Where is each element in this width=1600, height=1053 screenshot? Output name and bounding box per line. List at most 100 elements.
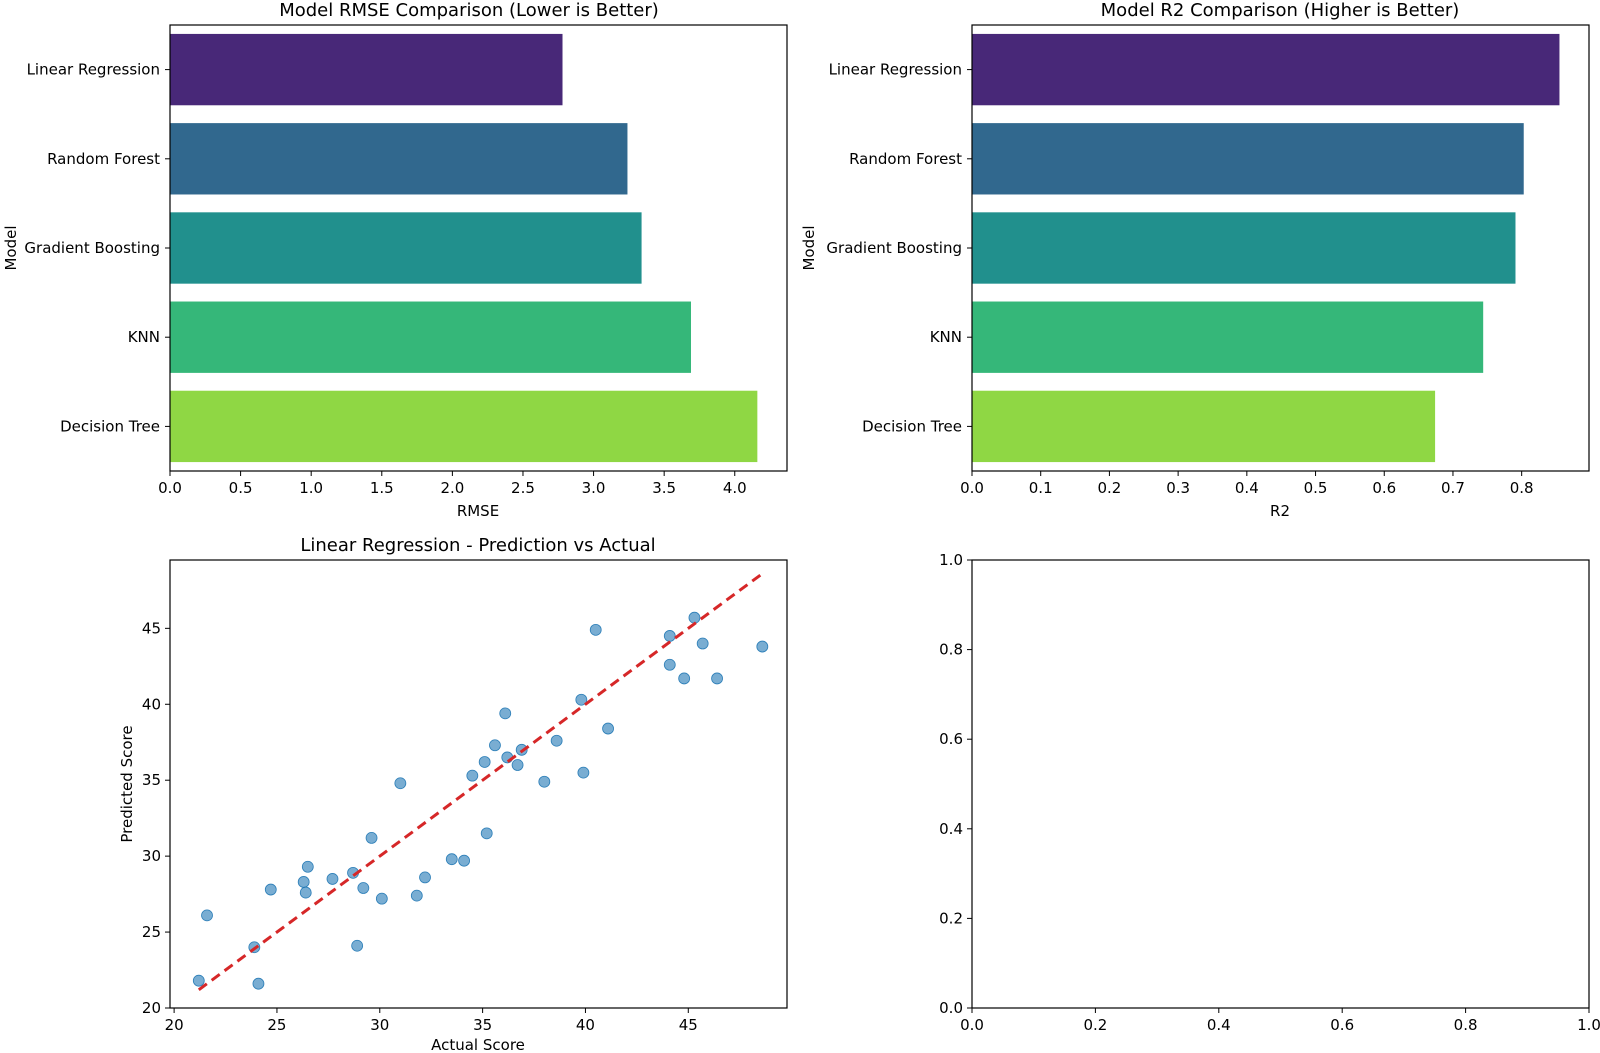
empty-chart: 0.0 0.2 0.4 0.6 0.8 1.0 0.0 0.2 0.4 0.6 0.8 1.0 <box>939 551 1600 1034</box>
p1-ytick-label: Decision Tree <box>60 417 160 435</box>
rmse-chart-frame <box>169 24 788 472</box>
scatter-point <box>264 883 277 896</box>
scatter-point <box>480 827 493 840</box>
p1-xtick-label: 0.5 <box>229 479 253 497</box>
r2-y-axis-label: Model <box>800 225 818 270</box>
p1-xtick-label: 1.5 <box>370 479 394 497</box>
rmse-chart-title: Model RMSE Comparison (Lower is Better) <box>279 0 659 21</box>
scatter-point <box>550 734 563 747</box>
p3-ytick-label: 25 <box>142 923 161 941</box>
scatter-point <box>499 707 512 720</box>
r2-chart-title: Model R2 Comparison (Higher is Better) <box>1101 0 1460 21</box>
p3-xtick-label: 30 <box>370 1016 389 1034</box>
p4-ytick-label: 1.0 <box>939 551 963 569</box>
p3-xtick-label: 35 <box>473 1016 492 1034</box>
p2-xtick-label: 0.0 <box>960 479 984 497</box>
scatter-point <box>466 769 479 782</box>
scatter-point <box>663 630 676 642</box>
scatter-point <box>756 640 769 653</box>
p4-xtick-label: 0.0 <box>960 1016 984 1034</box>
p2-bar-decision-tree <box>972 390 1436 463</box>
p3-ytick-label: 20 <box>142 999 161 1017</box>
p2-ytick-label: Random Forest <box>849 150 962 168</box>
p1-xtick-label: 2.5 <box>511 479 535 497</box>
p3-xtick-label: 45 <box>679 1016 698 1034</box>
scatter-point <box>301 860 314 873</box>
p1-xtick-label: 3.5 <box>652 479 676 497</box>
p3-ytick-label: 45 <box>142 619 161 637</box>
p4-xtick-label: 0.8 <box>1454 1016 1478 1034</box>
p1-bar-random-forest <box>170 123 628 195</box>
p1-bar-knn <box>170 301 691 373</box>
p1-xtick-label: 0.0 <box>158 479 182 497</box>
p2-ytick-label: Gradient Boosting <box>826 239 962 257</box>
reference-line <box>197 572 764 991</box>
p4-xtick-label: 0.6 <box>1330 1016 1354 1034</box>
p1-bar-gradient-boosting <box>170 212 642 284</box>
scatter-point <box>326 873 339 885</box>
p2-xtick-label: 0.6 <box>1372 479 1396 497</box>
scatter-point <box>663 658 676 671</box>
scatter-point <box>577 766 590 779</box>
scatter-y-axis-label: Predicted Score <box>118 725 136 842</box>
scatter-point <box>357 882 370 894</box>
scatter-point <box>696 637 709 650</box>
p2-bar-gradient-boosting <box>972 212 1516 284</box>
scatter-point <box>192 974 205 987</box>
scatter-point <box>511 759 524 771</box>
p1-ytick-label: KNN <box>128 328 160 346</box>
scatter-point <box>201 909 213 922</box>
p1-xtick-label: 1.0 <box>299 479 323 497</box>
scatter-point <box>602 722 614 735</box>
scatter-point <box>351 939 364 952</box>
p1-bar-decision-tree <box>170 390 758 463</box>
p1-bar-linear-regression <box>170 33 563 106</box>
scatter-point <box>489 739 501 752</box>
p2-ytick-label: Decision Tree <box>862 417 962 435</box>
prediction-scatter-chart: Linear Regression - Prediction vs Actual… <box>118 535 788 1053</box>
scatter-point <box>297 876 310 888</box>
scatter-chart-title: Linear Regression - Prediction vs Actual <box>300 535 655 556</box>
scatter-point <box>458 854 471 867</box>
scatter-point <box>478 756 491 768</box>
p2-ytick-label: KNN <box>930 328 962 346</box>
scatter-point <box>688 611 701 624</box>
p3-xtick-label: 40 <box>576 1016 595 1034</box>
rmse-chart: Model RMSE Comparison (Lower is Better) … <box>2 0 788 520</box>
scatter-point <box>678 672 691 685</box>
p4-ytick-label: 0.8 <box>939 641 963 659</box>
scatter-point <box>365 832 378 844</box>
scatter-point <box>589 623 602 636</box>
rmse-x-axis-label: RMSE <box>457 502 499 520</box>
scatter-x-axis-label: Actual Score <box>431 1036 525 1053</box>
p2-xtick-label: 0.8 <box>1510 479 1534 497</box>
scatter-point <box>711 672 723 685</box>
p4-xtick-label: 0.2 <box>1083 1016 1107 1034</box>
p4-ytick-label: 0.2 <box>939 909 963 927</box>
p4-ytick-label: 0.0 <box>939 999 963 1017</box>
scatter-point <box>575 693 588 706</box>
scatter-point <box>445 853 458 866</box>
scatter-point <box>394 777 407 790</box>
r2-x-axis-label: R2 <box>1270 502 1290 520</box>
p3-ytick-label: 35 <box>142 771 161 789</box>
p1-xtick-label: 3.0 <box>582 479 606 497</box>
empty-chart-frame <box>971 559 1590 1009</box>
p1-ytick-label: Linear Regression <box>27 61 160 79</box>
p2-bar-knn <box>972 301 1484 373</box>
r2-chart: Model R2 Comparison (Higher is Better) L… <box>800 0 1590 520</box>
p4-ytick-label: 0.6 <box>939 730 963 748</box>
p3-xtick-label: 20 <box>165 1016 184 1034</box>
p4-xtick-label: 0.4 <box>1207 1016 1231 1034</box>
p2-xtick-label: 0.2 <box>1097 479 1121 497</box>
scatter-point <box>375 892 388 905</box>
p2-xtick-label: 0.7 <box>1441 479 1465 497</box>
scatter-point <box>299 886 312 899</box>
p2-xtick-label: 0.3 <box>1166 479 1190 497</box>
p3-ytick-label: 30 <box>142 847 161 865</box>
scatter-chart-frame <box>169 559 788 1009</box>
p2-bar-linear-regression <box>972 33 1560 106</box>
scatter-point <box>252 977 265 990</box>
scatter-point <box>419 871 431 884</box>
r2-chart-frame <box>971 24 1590 472</box>
